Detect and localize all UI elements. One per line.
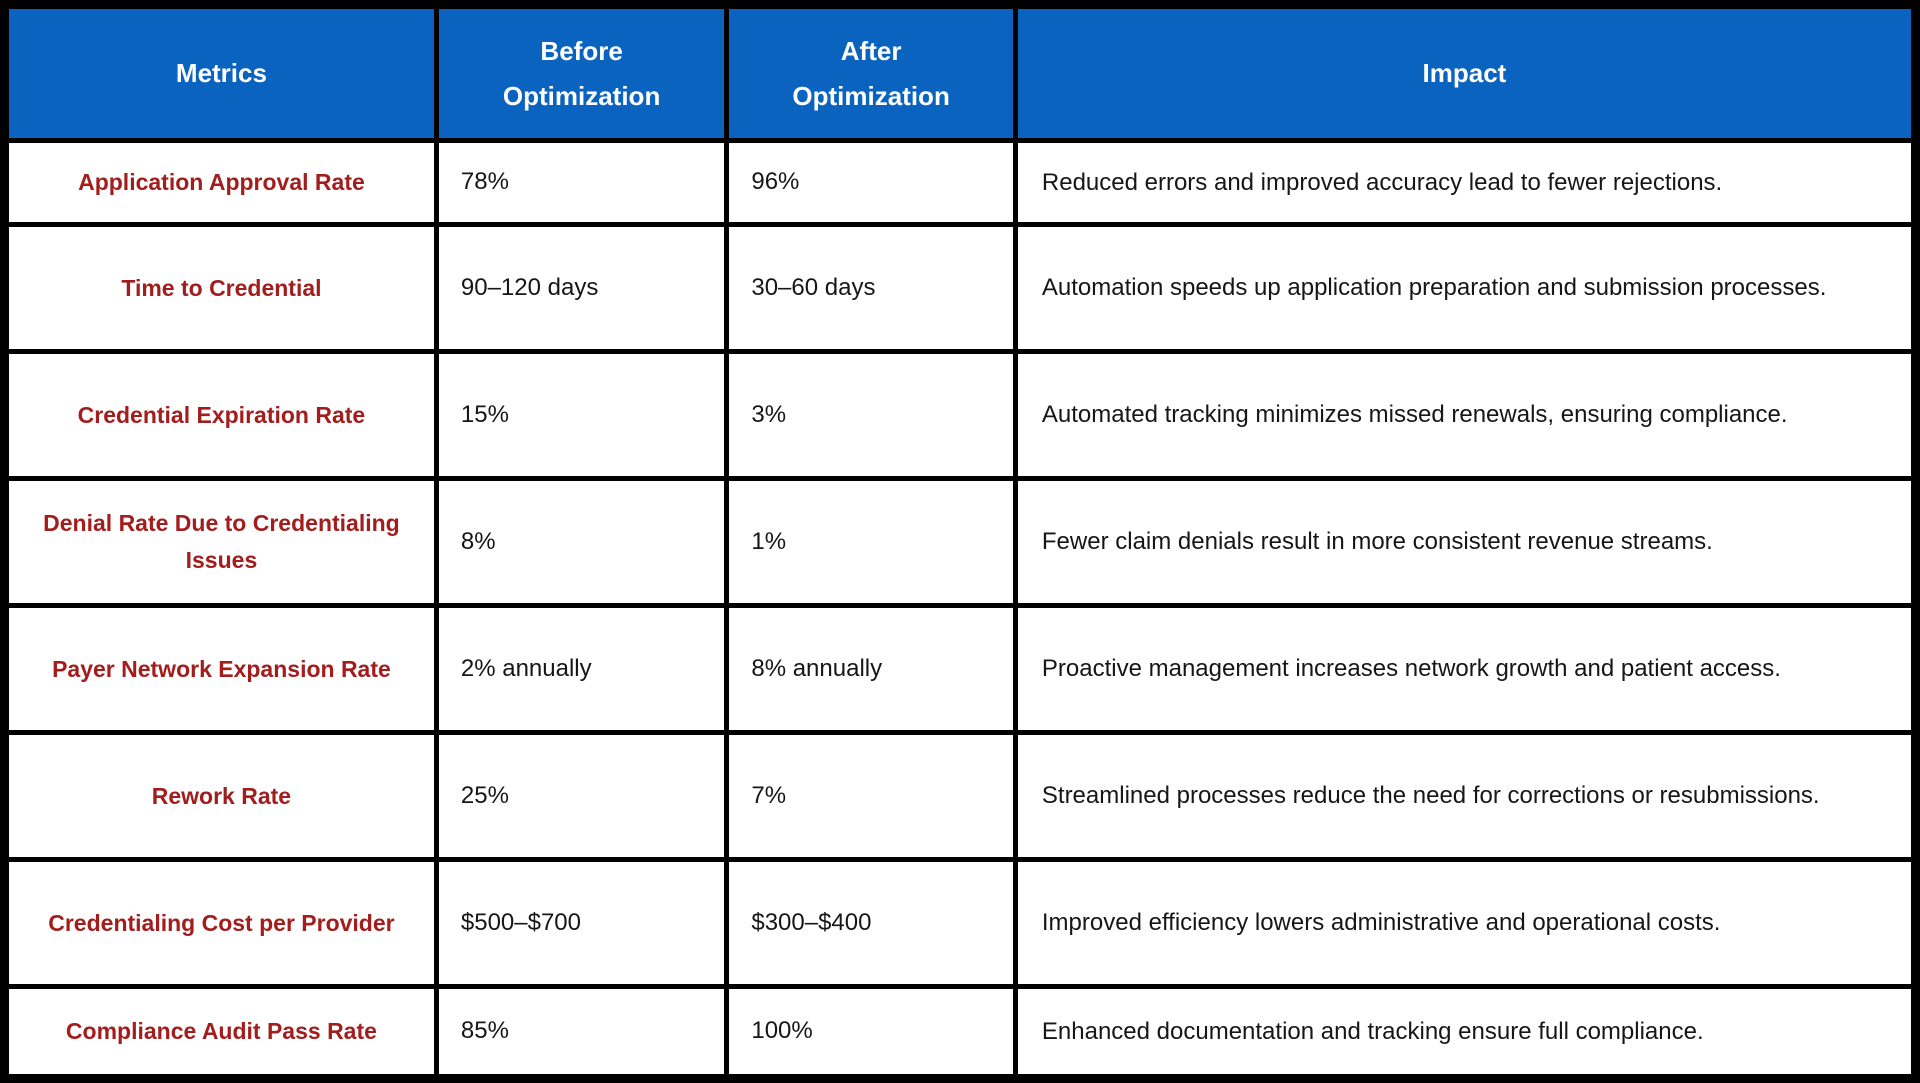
- after-cell: $300–$400: [724, 857, 1018, 989]
- after-cell: 1%: [724, 476, 1018, 608]
- impact-cell: Fewer claim denials result in more consi…: [1012, 476, 1919, 608]
- impact-cell: Reduced errors and improved accuracy lea…: [1012, 138, 1919, 227]
- before-cell: 78%: [433, 138, 730, 227]
- header-cell-metrics: Metrics: [2, 2, 439, 143]
- table-body: Application Approval Rate 78% 96% Reduce…: [2, 138, 1919, 1081]
- header-row: Metrics Before Optimization After Optimi…: [2, 2, 1919, 143]
- after-cell: 96%: [724, 138, 1018, 227]
- table-row: Credential Expiration Rate 15% 3% Automa…: [2, 349, 1919, 481]
- impact-cell: Streamlined processes reduce the need fo…: [1012, 730, 1919, 862]
- table-header: Metrics Before Optimization After Optimi…: [2, 2, 1919, 143]
- after-cell: 3%: [724, 349, 1018, 481]
- before-cell: 90–120 days: [433, 222, 730, 354]
- impact-cell: Proactive management increases network g…: [1012, 603, 1919, 735]
- header-cell-impact: Impact: [1012, 2, 1919, 143]
- table-row: Compliance Audit Pass Rate 85% 100% Enha…: [2, 984, 1919, 1081]
- after-cell: 7%: [724, 730, 1018, 862]
- impact-cell: Automated tracking minimizes missed rene…: [1012, 349, 1919, 481]
- table-row: Time to Credential 90–120 days 30–60 day…: [2, 222, 1919, 354]
- metric-cell: Rework Rate: [2, 730, 439, 862]
- impact-cell: Enhanced documentation and tracking ensu…: [1012, 984, 1919, 1081]
- before-cell: 25%: [433, 730, 730, 862]
- table-row: Rework Rate 25% 7% Streamlined processes…: [2, 730, 1919, 862]
- table-row: Application Approval Rate 78% 96% Reduce…: [2, 138, 1919, 227]
- metric-cell: Payer Network Expansion Rate: [2, 603, 439, 735]
- metric-cell: Credentialing Cost per Provider: [2, 857, 439, 989]
- metric-cell: Denial Rate Due to Credentialing Issues: [2, 476, 439, 608]
- metric-cell: Credential Expiration Rate: [2, 349, 439, 481]
- after-cell: 8% annually: [724, 603, 1018, 735]
- before-cell: 2% annually: [433, 603, 730, 735]
- table-row: Credentialing Cost per Provider $500–$70…: [2, 857, 1919, 989]
- impact-cell: Automation speeds up application prepara…: [1012, 222, 1919, 354]
- impact-cell: Improved efficiency lowers administrativ…: [1012, 857, 1919, 989]
- before-cell: 85%: [433, 984, 730, 1081]
- after-cell: 30–60 days: [724, 222, 1018, 354]
- after-cell: 100%: [724, 984, 1018, 1081]
- header-cell-after-optimization: After Optimization: [724, 2, 1018, 143]
- before-cell: 8%: [433, 476, 730, 608]
- metric-cell: Compliance Audit Pass Rate: [2, 984, 439, 1081]
- metric-cell: Time to Credential: [2, 222, 439, 354]
- table-row: Denial Rate Due to Credentialing Issues …: [2, 476, 1919, 608]
- before-cell: $500–$700: [433, 857, 730, 989]
- header-cell-before-optimization: Before Optimization: [433, 2, 730, 143]
- before-cell: 15%: [433, 349, 730, 481]
- table-row: Payer Network Expansion Rate 2% annually…: [2, 603, 1919, 735]
- metric-cell: Application Approval Rate: [2, 138, 439, 227]
